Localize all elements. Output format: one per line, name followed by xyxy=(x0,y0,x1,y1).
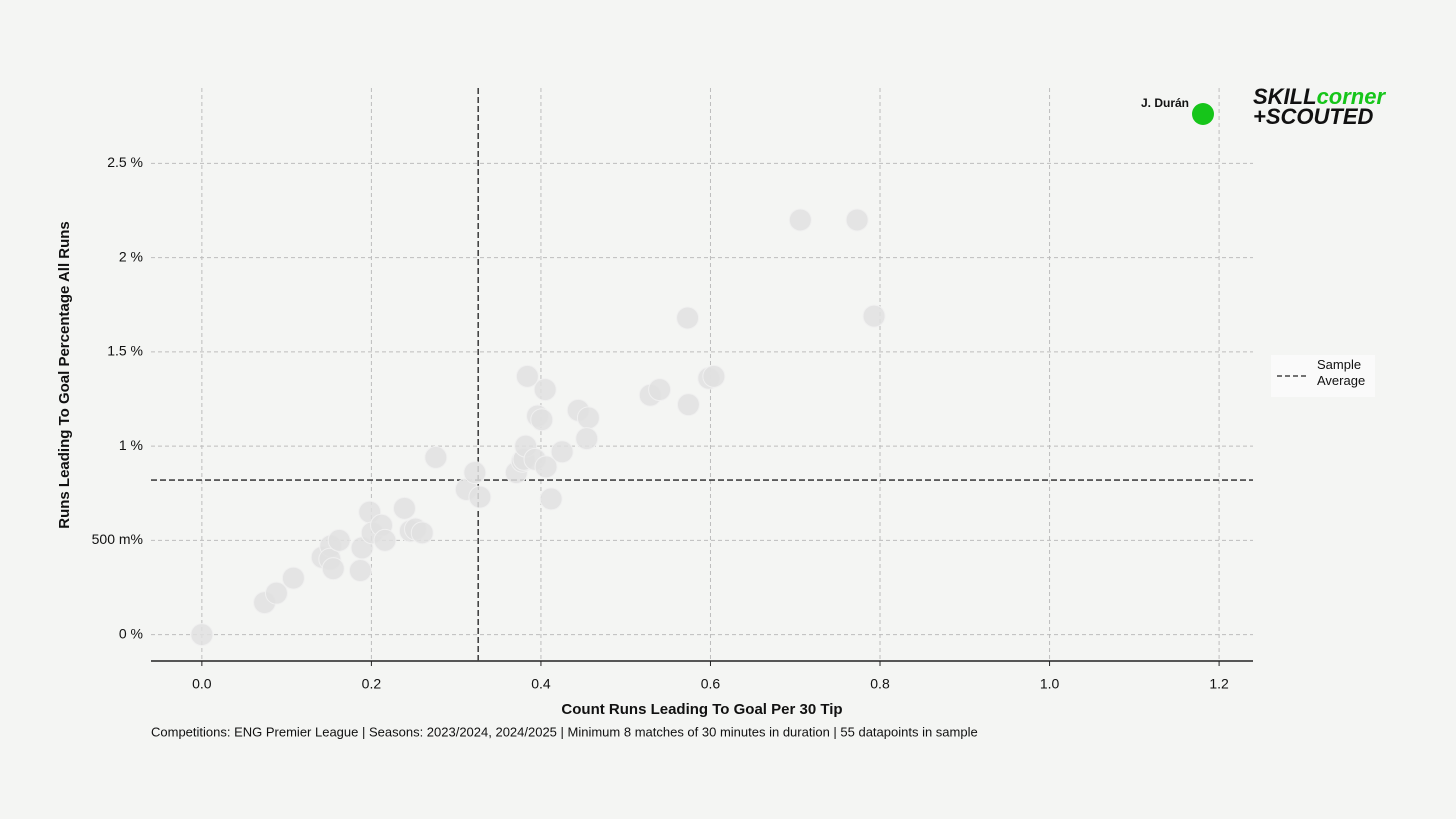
point xyxy=(348,559,372,583)
point xyxy=(533,378,557,402)
point xyxy=(321,557,345,581)
legend-text: Average xyxy=(1317,373,1365,388)
y-tick-label: 1 % xyxy=(119,437,143,453)
highlight-label: J. Durán xyxy=(1141,96,1189,110)
brand-bottom: +SCOUTED xyxy=(1253,104,1374,129)
x-tick-label: 1.2 xyxy=(1209,676,1229,692)
point xyxy=(862,304,886,328)
point xyxy=(676,306,700,330)
x-axis-label: Count Runs Leading To Goal Per 30 Tip xyxy=(561,701,842,718)
point xyxy=(539,487,563,511)
point xyxy=(648,378,672,402)
y-axis-label: Runs Leading To Goal Percentage All Runs xyxy=(56,221,73,529)
point xyxy=(327,528,351,552)
point xyxy=(281,566,305,590)
x-tick-label: 0.8 xyxy=(870,676,890,692)
x-tick-label: 0.4 xyxy=(531,676,551,692)
x-tick-label: 1.0 xyxy=(1040,676,1060,692)
brand-accent: corner xyxy=(1317,84,1387,109)
brand-top: SKILL xyxy=(1253,84,1317,109)
x-tick-label: 0.2 xyxy=(362,676,382,692)
point xyxy=(702,364,726,388)
point xyxy=(534,455,558,479)
point xyxy=(788,208,812,232)
point xyxy=(190,623,214,647)
y-tick-label: 1.5 % xyxy=(107,343,143,359)
legend-text: Sample xyxy=(1317,357,1361,372)
point xyxy=(676,393,700,417)
legend-label: Sample Average xyxy=(1317,357,1365,388)
point xyxy=(575,427,599,451)
x-tick-label: 0.0 xyxy=(192,676,212,692)
highlight-marker xyxy=(1192,103,1214,125)
point xyxy=(264,581,288,605)
footnote: Competitions: ENG Premier League | Seaso… xyxy=(151,724,978,739)
x-tick-label: 0.6 xyxy=(701,676,721,692)
y-tick-label: 2.5 % xyxy=(107,154,143,170)
point xyxy=(550,440,574,464)
point xyxy=(392,496,416,520)
point xyxy=(463,461,487,485)
point xyxy=(530,408,554,432)
y-tick-label: 0 % xyxy=(119,625,143,641)
y-tick-label: 500 m% xyxy=(92,531,143,547)
point xyxy=(410,521,434,545)
y-tick-label: 2 % xyxy=(119,248,143,264)
point xyxy=(576,406,600,430)
brand: SKILLcorner xyxy=(1253,84,1386,109)
point xyxy=(515,364,539,388)
point xyxy=(468,485,492,509)
point xyxy=(845,208,869,232)
point xyxy=(424,445,448,469)
point xyxy=(373,528,397,552)
